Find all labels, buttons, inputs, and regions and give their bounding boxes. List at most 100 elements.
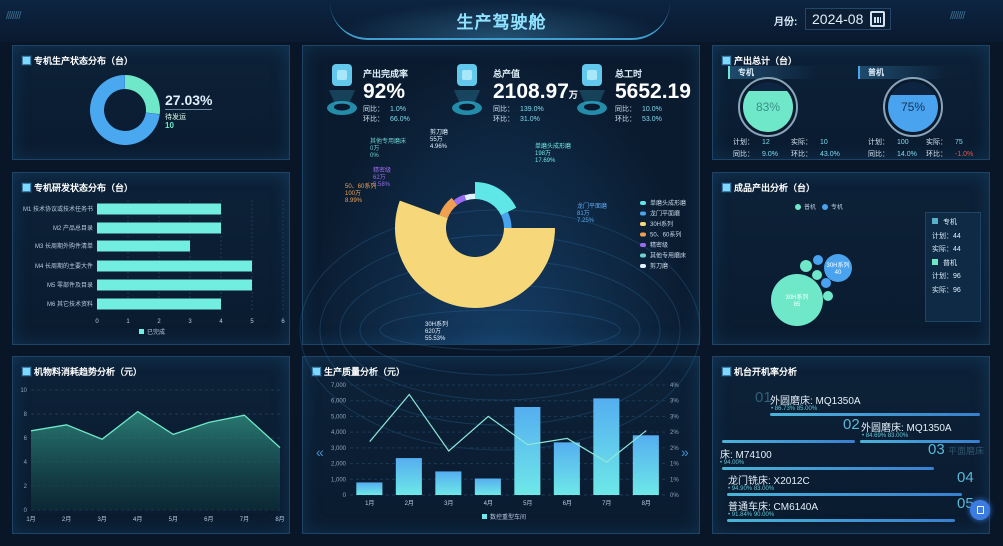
bubble	[800, 260, 812, 272]
general-plan: 96	[953, 273, 961, 280]
machine-rate-bar	[860, 440, 980, 443]
status-count: 10	[165, 121, 174, 130]
stat-mom: 环比： 43.0%	[791, 151, 840, 158]
machine-name[interactable]: 龙门铣床: X2012C	[728, 476, 810, 487]
y-tick-label: 2	[24, 484, 28, 490]
slice-label-name: 龙门平面磨	[577, 202, 607, 210]
machine-rank: 03	[928, 441, 945, 458]
machine-rank: 01	[755, 389, 772, 406]
machine-rank: 05	[957, 495, 974, 512]
y-category-label: M3 长周期外购件清单	[35, 242, 93, 250]
machine-name[interactable]: 床: M74100	[720, 450, 772, 461]
x-tick-label: 6月	[563, 500, 572, 507]
rd-panel: 专机研发状态分布（台）	[12, 172, 290, 345]
kpi-number: 92%	[363, 80, 406, 103]
stat-actual: 实际： 75	[926, 139, 963, 146]
panel-title: 成品产出分析（台）	[722, 181, 815, 194]
clock-icon	[575, 60, 609, 118]
bubble	[771, 274, 823, 326]
slice-label-value: 198万	[535, 150, 551, 157]
legend-label: 30H系列	[650, 220, 673, 228]
plan-label: 计划：	[932, 273, 953, 280]
x-tick-label: 2月	[405, 500, 414, 507]
x-tick-label: 3月	[444, 500, 453, 507]
slice-label-value: 81万	[577, 210, 590, 217]
machine-rates: • 94.90% 83.00%	[728, 486, 775, 492]
slice-label-value: 0万	[370, 145, 379, 152]
machine-name[interactable]: 外圆磨床: MQ1350A	[770, 396, 861, 407]
y2-tick-label: 3%	[670, 414, 679, 420]
x-tick-label: 5	[250, 319, 254, 325]
x-tick-label: 6月	[204, 516, 213, 523]
stat-yoy: 同比： 9.0%	[733, 151, 778, 158]
bar	[97, 203, 221, 215]
header-slashes-right: ///////	[950, 10, 965, 22]
machine-rank: 02	[843, 416, 860, 433]
bubble	[812, 270, 822, 280]
bar	[395, 458, 422, 495]
y2-tick-label: 3%	[670, 399, 679, 405]
area-fill	[31, 411, 280, 510]
bubble	[813, 255, 823, 265]
legend-swatch	[640, 232, 646, 237]
header-slashes-left: ///////	[6, 10, 21, 22]
float-action-button[interactable]	[970, 500, 990, 520]
product-slice	[453, 194, 467, 206]
status-slice	[125, 75, 161, 115]
header-decoration	[330, 2, 670, 40]
legend-label: 数控重型车间	[490, 513, 526, 521]
y-category-label: M4 长周期的主要大件	[35, 262, 93, 270]
legend-swatch	[640, 243, 646, 247]
machine-rate-bar	[727, 519, 955, 522]
legend-label: 精密级	[650, 241, 668, 249]
legend-label: 剪刀磨	[650, 262, 668, 270]
slice-label-value: 55万	[430, 136, 443, 143]
x-tick-label: 3月	[97, 516, 106, 523]
next-arrow-icon[interactable]: »	[681, 444, 689, 460]
month-picker[interactable]: 2024-08	[805, 8, 891, 30]
x-tick-label: 6	[281, 319, 285, 325]
status-percent: 27.03%	[165, 92, 213, 110]
kpi-value: 2108.97万	[493, 80, 578, 104]
x-tick-label: 0	[95, 319, 99, 325]
month-label: 月份:	[774, 17, 798, 28]
bubble-label: 30H系列	[785, 293, 808, 301]
info-general: 普机	[943, 259, 957, 267]
legend-swatch	[640, 253, 646, 258]
bubble-label: 30H系列	[826, 261, 849, 269]
bar	[97, 240, 190, 252]
legend-label: 普机	[804, 203, 816, 211]
bar	[97, 298, 221, 310]
kpi-title: 产出完成率	[363, 69, 409, 79]
y2-tick-label: 1%	[670, 462, 679, 468]
actual-label: 实际：	[932, 286, 953, 294]
x-tick-label: 3	[188, 319, 192, 325]
machine-rate-bar	[727, 493, 962, 496]
machine-name[interactable]: 外圆磨床: MQ1350A	[861, 423, 952, 434]
stat-mom: 环比： -1.0%	[926, 151, 974, 158]
globe-line	[379, 309, 621, 351]
machine-rates: • 94.00%	[720, 460, 745, 466]
y2-tick-label: 1%	[670, 477, 679, 483]
slice-label-value: 62万	[373, 174, 386, 181]
kpi-title: 总工时	[615, 69, 643, 79]
slice-label-name: 剪刀磨	[430, 128, 448, 136]
legend-label: 已完成	[147, 328, 165, 336]
slice-label-name: 单磨头成形磨	[535, 142, 571, 150]
panel-title: 机台开机率分析	[722, 365, 797, 378]
machine-rates: • 91.84% 90.00%	[728, 512, 775, 518]
machine-name[interactable]: 普通车床: CM6140A	[728, 502, 819, 513]
x-tick-label: 4	[219, 319, 223, 325]
kpi-unit: 万	[568, 90, 578, 100]
machine-rate-bar	[770, 413, 980, 416]
product-slice	[394, 200, 555, 308]
gauge-percent: 75%	[900, 100, 926, 114]
prev-arrow-icon[interactable]: «	[316, 444, 324, 460]
tag-general: 普机	[858, 66, 948, 79]
product-slice	[475, 182, 517, 216]
y-tick-label: 5,000	[331, 414, 347, 420]
panel-title: 产出总计（台）	[722, 54, 797, 67]
calendar-icon[interactable]	[870, 11, 885, 27]
x-tick-label: 2	[157, 319, 161, 325]
status-slice	[90, 75, 160, 145]
